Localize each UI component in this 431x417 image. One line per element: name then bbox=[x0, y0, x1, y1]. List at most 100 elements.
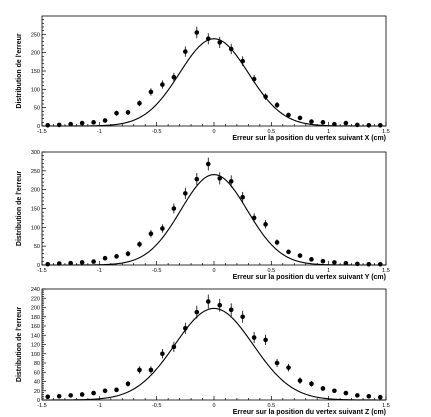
data-point bbox=[217, 40, 223, 45]
data-point bbox=[286, 112, 291, 118]
data-point bbox=[251, 76, 257, 82]
x-tick-label: 0.5 bbox=[268, 268, 276, 274]
data-point bbox=[263, 337, 268, 343]
data-point bbox=[251, 335, 257, 340]
x-tick-label: -1.5 bbox=[37, 403, 46, 409]
data-point bbox=[183, 49, 188, 54]
y-tick-label: 100 bbox=[31, 87, 40, 93]
gaussian-fit-curve bbox=[42, 307, 386, 401]
data-point bbox=[343, 120, 349, 126]
x-tick-label: 1 bbox=[327, 129, 330, 135]
x-axis-title: Erreur sur la position du vertex suivant… bbox=[233, 409, 386, 416]
plot-frame bbox=[41, 15, 387, 127]
data-point bbox=[377, 394, 383, 400]
chart-panel-1: -1.5 -1 -0.5 0 0.5 1 1.5 0 50 100 150 200 250 Erreur … bbox=[16, 15, 390, 142]
x-axis-title: Erreur sur la position du vertex suivant… bbox=[232, 135, 386, 142]
x-tick-label: -1 bbox=[97, 403, 102, 409]
x-tick-label: 0 bbox=[212, 403, 215, 409]
x-tick-label: -0.5 bbox=[152, 403, 161, 409]
data-point bbox=[114, 387, 119, 393]
y-tick-label: 100 bbox=[31, 352, 40, 358]
data-point bbox=[79, 120, 85, 126]
data-point bbox=[171, 74, 177, 80]
data-point bbox=[320, 258, 326, 264]
data-point bbox=[217, 176, 223, 181]
y-tick-label: 20 bbox=[34, 389, 40, 395]
x-tick-label: 0 bbox=[212, 268, 215, 274]
data-point bbox=[160, 226, 165, 231]
y-tick-label: 150 bbox=[31, 207, 40, 213]
chart-panel-2: -1.5 -1 -0.5 0 0.5 1 1.5 0 50 100 150 200 250 300 Erre… bbox=[16, 150, 390, 281]
data-point bbox=[205, 299, 211, 304]
data-point bbox=[377, 261, 383, 267]
y-tick-label: 300 bbox=[31, 150, 40, 156]
data-point bbox=[320, 386, 326, 391]
y-tick-label: 200 bbox=[31, 306, 40, 312]
data-point bbox=[228, 307, 234, 313]
y-tick-label: 50 bbox=[34, 244, 40, 250]
data-point bbox=[194, 309, 200, 315]
data-point bbox=[137, 100, 142, 106]
x-tick-label: 1.5 bbox=[382, 403, 390, 409]
data-point bbox=[355, 122, 360, 128]
data-point bbox=[251, 215, 257, 221]
data-point bbox=[366, 394, 372, 399]
y-tick-label: 250 bbox=[31, 32, 40, 38]
data-point bbox=[240, 314, 245, 320]
y-axis-title: Distribution de l'erreur bbox=[16, 307, 23, 382]
data-point bbox=[102, 388, 108, 394]
x-tick-label: -1 bbox=[97, 268, 102, 274]
data-point bbox=[183, 191, 188, 196]
data-point bbox=[79, 392, 85, 397]
data-point bbox=[274, 240, 280, 245]
data-point bbox=[286, 249, 291, 255]
data-point bbox=[56, 261, 62, 266]
data-point bbox=[274, 360, 280, 366]
data-point bbox=[148, 367, 154, 373]
data-point bbox=[263, 222, 268, 227]
data-point bbox=[228, 179, 234, 184]
x-tick-label: -1 bbox=[97, 129, 102, 135]
data-point bbox=[332, 388, 337, 394]
data-point bbox=[68, 260, 73, 266]
x-tick-label: 0.5 bbox=[268, 403, 276, 409]
y-tick-label: 200 bbox=[31, 51, 40, 57]
y-tick-label: 160 bbox=[31, 324, 40, 330]
data-point bbox=[102, 255, 108, 261]
data-point bbox=[240, 58, 245, 64]
data-point bbox=[171, 344, 177, 350]
data-point bbox=[160, 82, 165, 87]
data-point bbox=[355, 393, 360, 398]
y-tick-label: 240 bbox=[31, 287, 40, 293]
x-tick-label: -0.5 bbox=[152, 268, 161, 274]
x-tick-label: -1.5 bbox=[37, 268, 46, 274]
gaussian-fit-curve bbox=[42, 174, 386, 266]
data-point bbox=[148, 89, 154, 95]
data-point bbox=[45, 261, 51, 267]
data-point bbox=[148, 231, 154, 237]
data-point bbox=[309, 257, 314, 262]
data-point bbox=[91, 390, 96, 396]
data-point bbox=[377, 122, 383, 128]
data-point bbox=[125, 110, 131, 115]
data-point bbox=[217, 302, 223, 308]
y-tick-label: 50 bbox=[34, 106, 40, 112]
data-point bbox=[68, 121, 73, 127]
x-tick-label: 1.5 bbox=[382, 129, 390, 135]
data-point bbox=[366, 261, 372, 267]
y-tick-label: 250 bbox=[31, 169, 40, 175]
gaussian-fit-curve bbox=[42, 38, 386, 127]
data-point bbox=[45, 122, 51, 128]
data-point bbox=[56, 394, 62, 399]
data-point bbox=[332, 260, 337, 265]
data-point bbox=[205, 161, 211, 167]
x-tick-label: 0.5 bbox=[268, 129, 276, 135]
data-point bbox=[366, 122, 372, 128]
data-point bbox=[56, 122, 62, 128]
y-tick-label: 40 bbox=[34, 380, 40, 386]
data-point bbox=[355, 261, 360, 267]
data-point bbox=[297, 253, 303, 258]
data-point bbox=[194, 30, 200, 35]
data-point bbox=[91, 120, 96, 125]
y-axis-title: Distribution de l'erreur bbox=[16, 171, 23, 246]
